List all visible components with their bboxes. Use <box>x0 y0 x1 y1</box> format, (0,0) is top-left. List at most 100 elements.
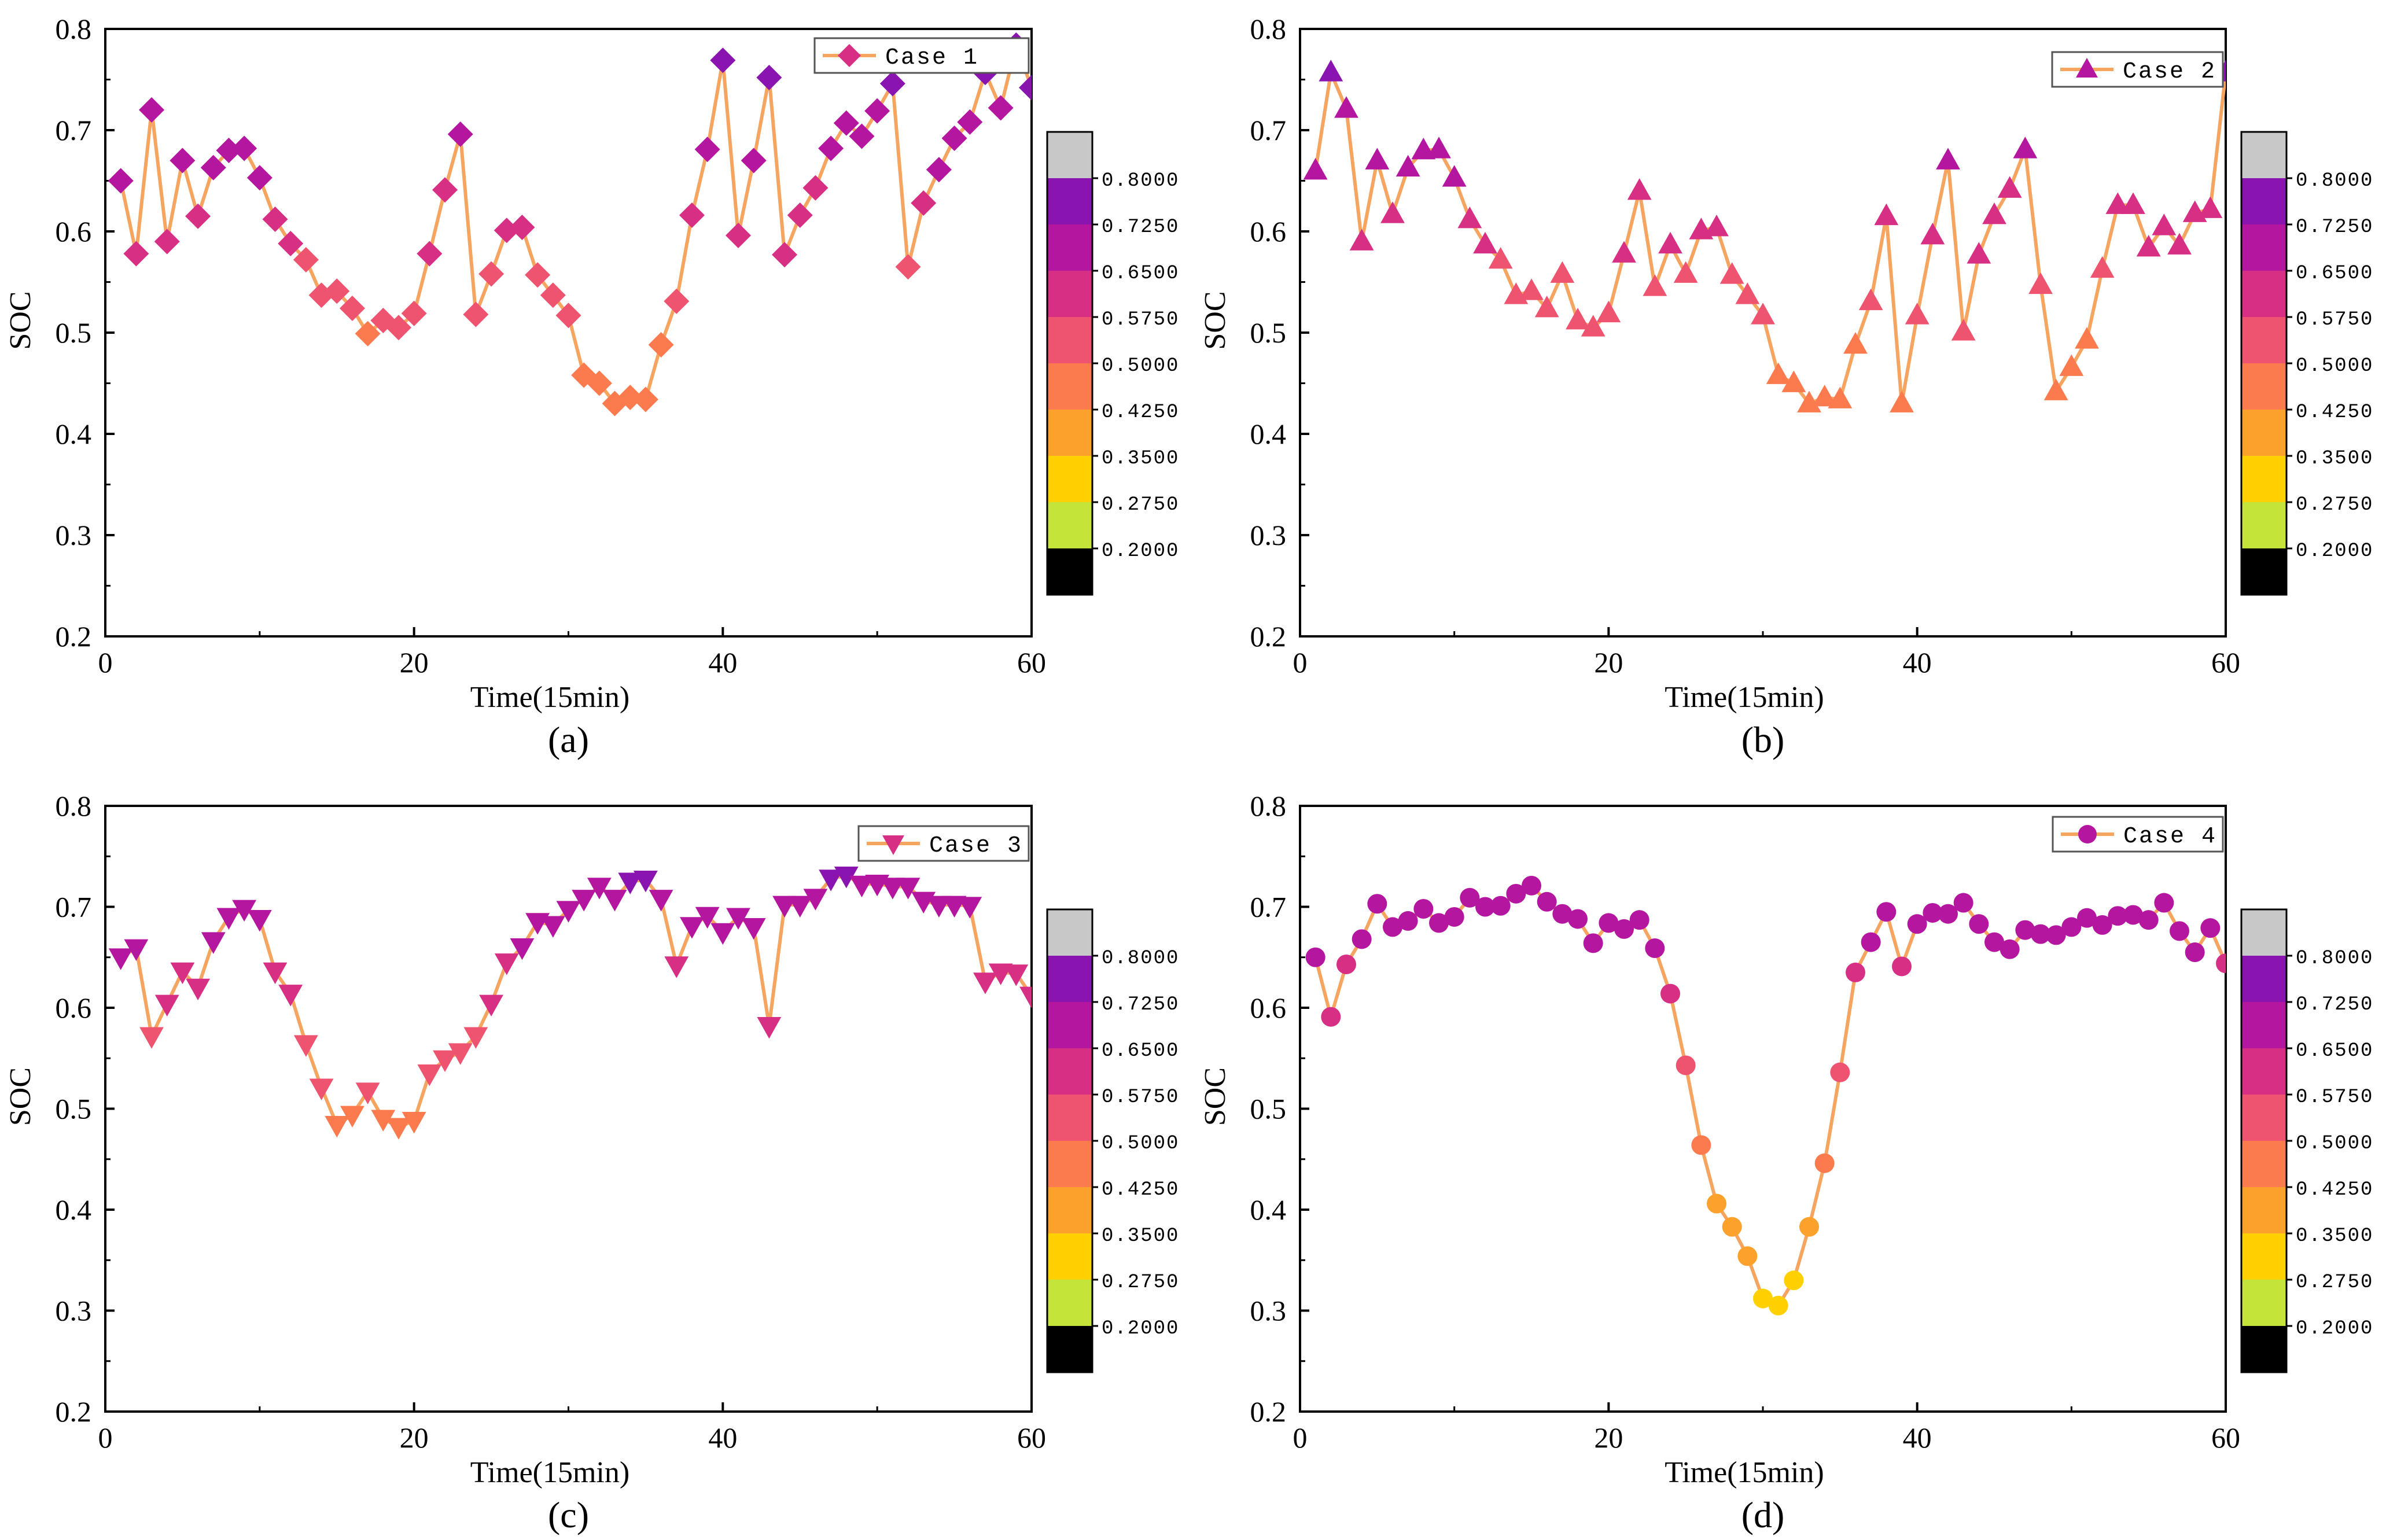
y-tick-label: 0.5 <box>56 1093 92 1125</box>
data-point <box>263 962 288 985</box>
chart-panel-3: 0.2 0.3 0.4 0.5 0.6 0.7 0.8 0 20 40 60 Time(15min) S… <box>4 790 1179 1535</box>
data-point <box>1984 932 2004 952</box>
x-tick-label: 40 <box>1903 1421 1932 1454</box>
data-point <box>386 1118 411 1140</box>
data-point <box>293 247 319 272</box>
x-tick-label: 60 <box>1017 646 1046 679</box>
data-point <box>201 932 226 954</box>
data-point <box>1814 1153 1835 1173</box>
plot-frame <box>104 28 1033 638</box>
colorbar-segment <box>1047 456 1092 502</box>
data-point <box>2031 924 2050 944</box>
data-point <box>664 288 690 314</box>
data-point <box>139 1027 164 1049</box>
data-point <box>555 303 581 329</box>
data-point <box>108 168 134 194</box>
data-point <box>278 985 303 1007</box>
data-point <box>2200 918 2221 938</box>
y-tick-label: 0.2 <box>1250 1395 1287 1428</box>
x-tick-label: 40 <box>708 1421 737 1454</box>
data-point <box>1413 898 1434 919</box>
series-line <box>1313 883 2226 1307</box>
y-tick-label: 0.6 <box>56 992 92 1024</box>
colorbar-segment <box>1047 1233 1092 1280</box>
colorbar-segment <box>1047 1002 1092 1048</box>
colorbar-tick-label: 0.8000 <box>2296 948 2373 970</box>
data-point <box>2059 354 2084 376</box>
data-point <box>1643 274 1667 296</box>
data-point <box>1766 362 1791 384</box>
colorbar-tick-label: 0.5750 <box>1102 1086 1179 1108</box>
data-point <box>1660 983 1680 1004</box>
data-point <box>818 135 844 161</box>
data-point <box>680 917 704 939</box>
data-point <box>123 241 149 267</box>
y-tick-label: 0.7 <box>1250 891 1287 923</box>
data-point <box>1429 913 1449 933</box>
data-point <box>1473 231 1497 254</box>
colorbar: 0.8000 0.7250 0.6500 0.5750 0.5000 0.4250 0.35… <box>1046 908 1179 1373</box>
y-tick-label: 0.7 <box>56 891 92 923</box>
colorbar-segment <box>2241 1187 2286 1233</box>
y-tick-label: 0.6 <box>1250 215 1287 248</box>
data-point <box>1953 893 1973 913</box>
y-tick-label: 0.7 <box>56 114 92 146</box>
colorbar-tick-label: 0.4250 <box>1102 401 1179 423</box>
y-tick-label: 0.5 <box>56 316 92 349</box>
data-point <box>2167 233 2192 255</box>
data-point <box>278 231 304 256</box>
data-point <box>385 315 411 341</box>
data-point <box>1352 929 1372 949</box>
data-point <box>1737 1246 1758 1266</box>
data-point <box>679 202 705 228</box>
data-point <box>648 332 674 358</box>
data-point <box>1581 315 1606 337</box>
data-point <box>2077 908 2097 928</box>
colorbar-segment <box>1047 548 1092 595</box>
y-tick-label: 0.4 <box>56 418 92 450</box>
data-point <box>1336 954 1356 974</box>
data-point <box>1951 319 1976 341</box>
data-point <box>1612 241 1636 263</box>
data-point <box>1722 1217 1742 1237</box>
data-point <box>309 1078 334 1100</box>
data-point <box>355 1082 380 1104</box>
y-tick-label: 0.3 <box>1250 519 1287 551</box>
y-tick-label: 0.8 <box>1250 790 1287 822</box>
data-point <box>572 890 596 912</box>
colorbar-segment <box>1047 1141 1092 1187</box>
data-point <box>756 65 782 90</box>
data-point <box>2170 921 2189 941</box>
data-point <box>1398 911 1418 931</box>
data-point <box>339 296 365 321</box>
colorbar-segment <box>2241 224 2286 271</box>
data-point <box>340 1106 364 1128</box>
legend-label: Case 1 <box>885 45 979 71</box>
data-point <box>587 878 612 900</box>
data-point <box>1892 956 1912 977</box>
data-point <box>973 972 997 994</box>
data-point <box>618 872 643 894</box>
series-line <box>1313 71 2226 406</box>
data-point <box>2185 942 2205 963</box>
x-axis-label: Time(15min) <box>470 681 629 714</box>
data-point <box>741 918 766 940</box>
colorbar-segment <box>1047 132 1092 178</box>
data-point <box>757 1017 782 1039</box>
data-point <box>958 897 982 919</box>
data-point <box>1305 947 1325 967</box>
colorbar-tick-label: 0.6500 <box>1102 263 1179 285</box>
data-point <box>632 386 658 412</box>
y-tick-label: 0.7 <box>1250 114 1287 146</box>
y-tick-label: 0.3 <box>56 1295 92 1327</box>
data-point <box>124 939 149 961</box>
colorbar-tick-label: 0.8000 <box>1102 948 1179 970</box>
data-point <box>2028 272 2053 294</box>
colorbar-tick-label: 0.5000 <box>1102 1133 1179 1155</box>
data-point <box>1614 919 1634 939</box>
colorbar-segment <box>1047 317 1092 363</box>
colorbar-segment <box>1047 1280 1092 1326</box>
data-point <box>1444 907 1464 927</box>
y-tick-label: 0.2 <box>56 620 92 653</box>
colorbar-segment <box>2241 1280 2286 1326</box>
